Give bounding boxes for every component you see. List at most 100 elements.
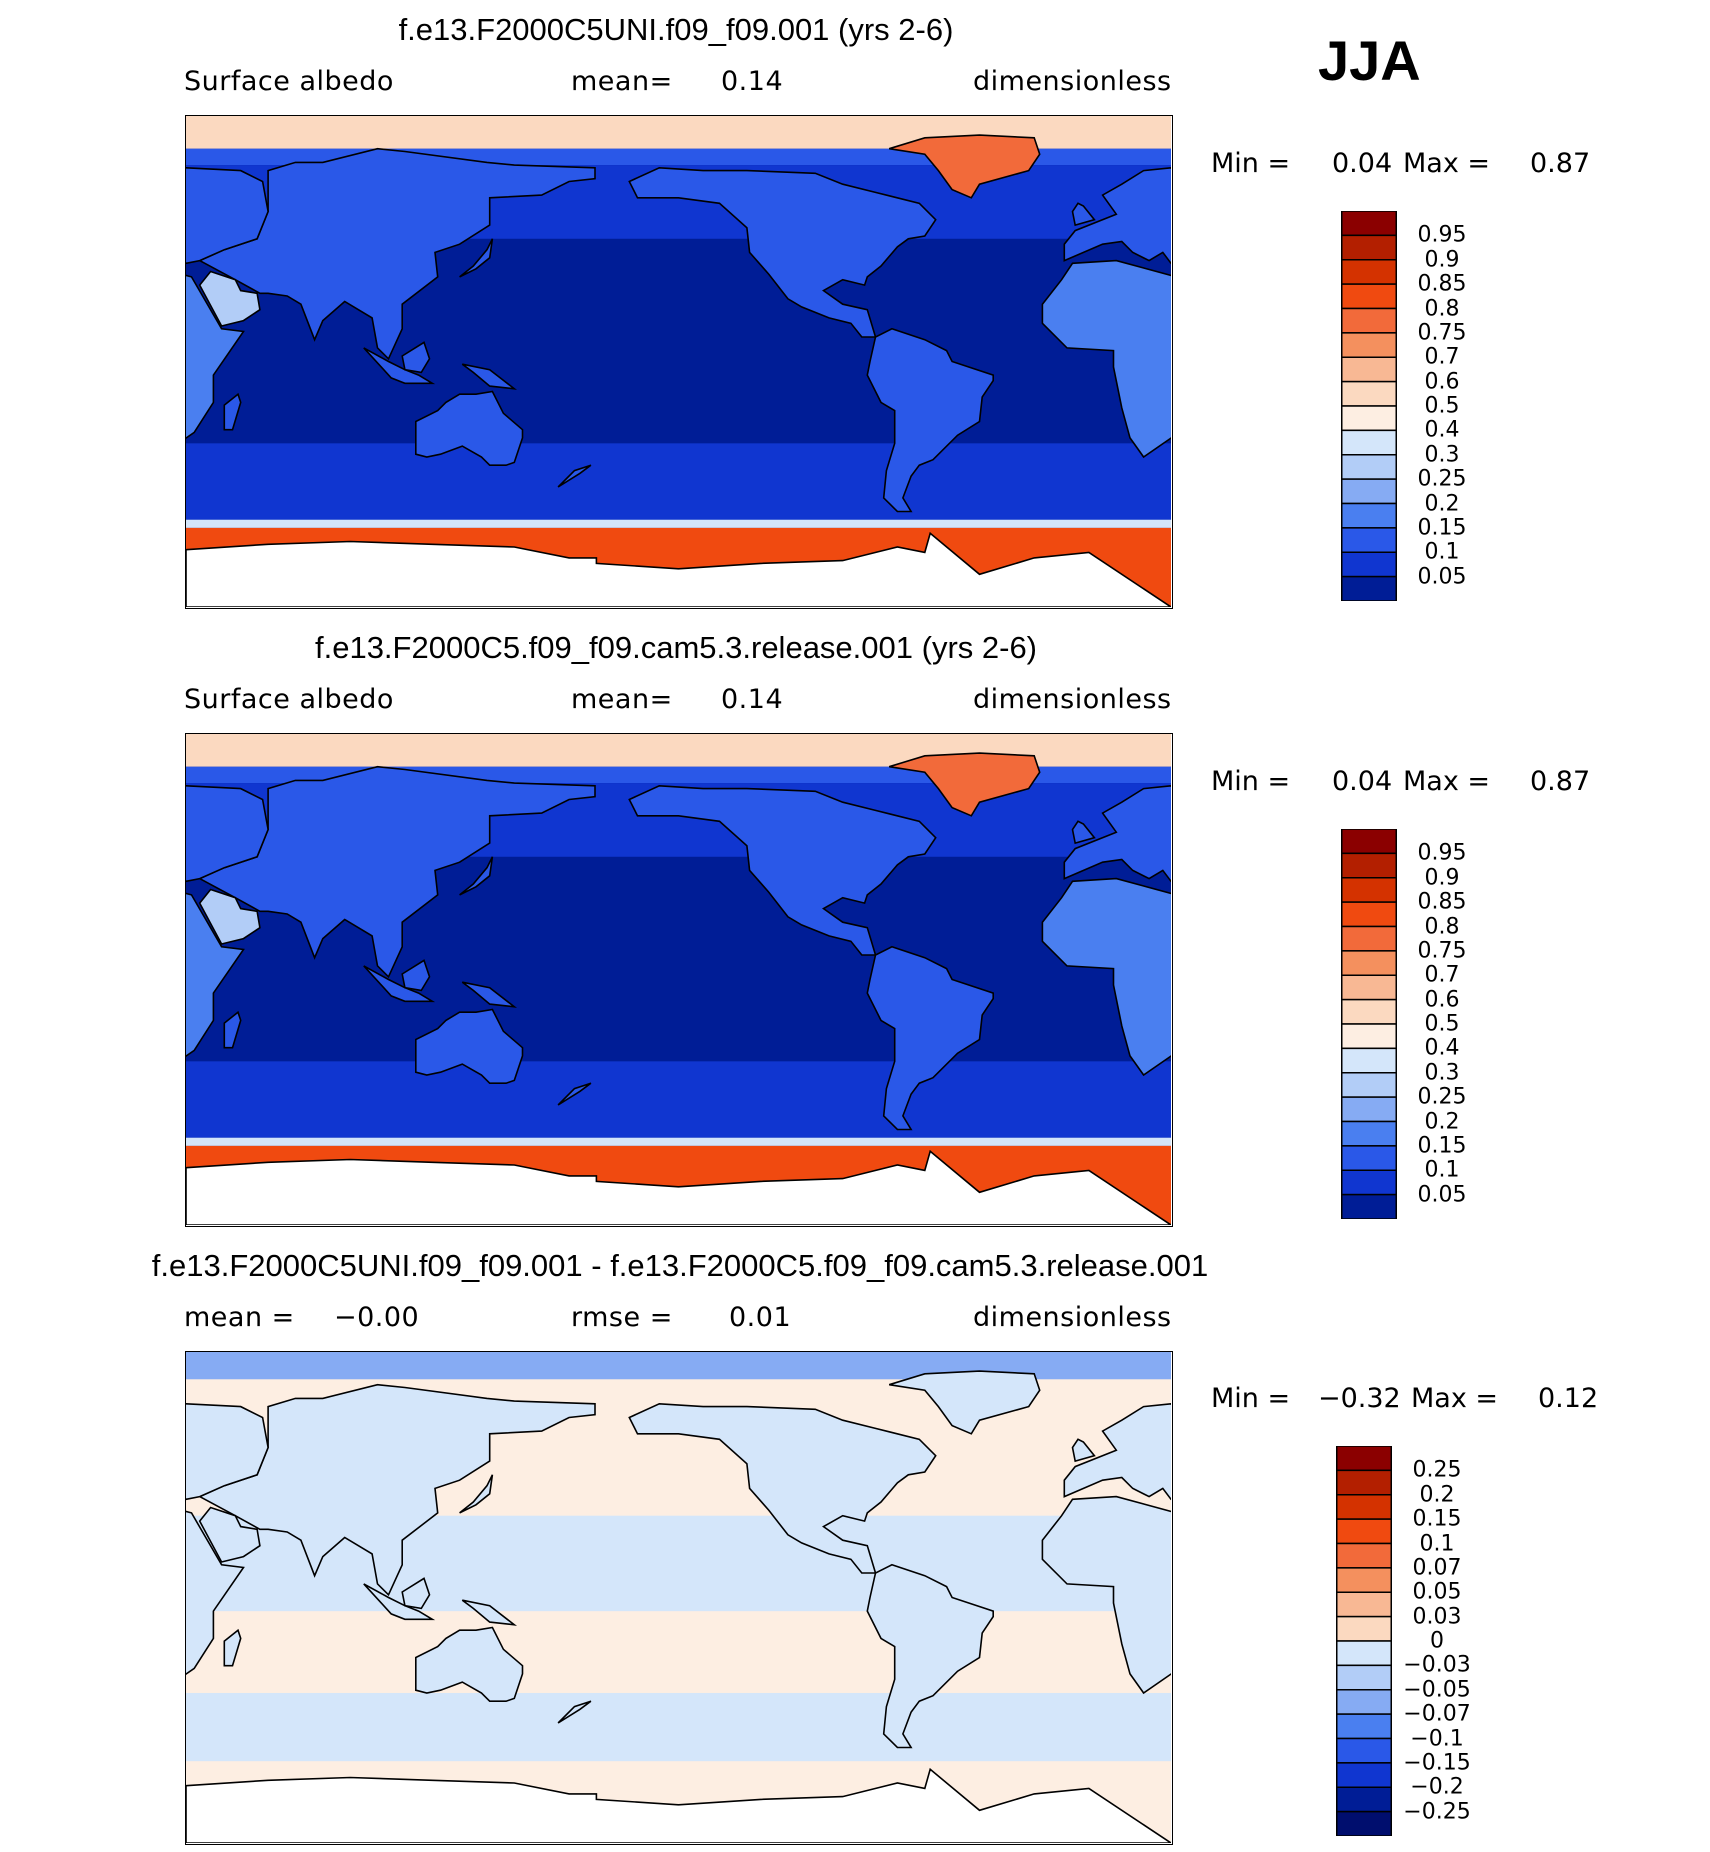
colorbar-swatch [1341,478,1397,505]
land-japan [459,1474,494,1514]
colorbar-swatch [1336,1664,1392,1691]
land-arabia [198,270,261,327]
colorbar-swatch [1336,1737,1392,1764]
colorbar-tick-label: 0.2 [1424,1109,1460,1134]
colorbar-tick-label: 0.3 [1424,442,1460,468]
colorbar-swatch [1341,527,1397,553]
panel3-mean-value: −0.00 [334,1302,420,1333]
land-nz [557,1082,592,1106]
land-uk [1071,202,1096,227]
land-nguinea [461,363,518,390]
colorbar-tick-label: 0.5 [1424,393,1460,419]
colorbar-tick-label: 0.1 [1424,1157,1460,1183]
panel1-mean-value: 0.14 [721,66,784,97]
colorbar-swatch [1341,950,1397,976]
panel1-title: f.e13.F2000C5UNI.f09_f09.001 (yrs 2-6) [398,12,954,47]
colorbar-swatch [1341,998,1397,1025]
land-samerica [866,1563,994,1749]
colorbar-svg [1341,829,1397,1219]
panel2-mean-label: mean= [571,684,673,715]
colorbar-swatch [1341,307,1397,334]
colorbar-swatch [1341,356,1397,383]
land-europe [1063,166,1171,265]
season-label: JJA [1318,29,1421,92]
panel1-colorbar: 0.95 0.9 0.85 0.8 0.75 0.7 0.6 0.5 0.4 0.3 0.25 0.2… [1341,211,1466,601]
land-madagascar [223,1628,242,1667]
panel3-rmse-label: rmse = [571,1302,673,1333]
land-australia [415,390,524,466]
land-europe [186,1402,269,1501]
colorbar-swatch [1341,283,1397,310]
colorbar-swatch [1336,1446,1392,1472]
land-arabia [198,1506,261,1563]
panel3-map [185,1351,1173,1845]
midlat-band-south [186,1061,1171,1138]
sea-ice-edge [186,1137,1171,1146]
panel1-map [185,115,1173,609]
colorbar-tick-label: 0.75 [1417,320,1467,346]
colorbar-swatch [1336,1713,1392,1740]
colorbar-tick-label: 0.5 [1424,1011,1460,1037]
land-nguinea [461,981,518,1008]
colorbar-tick-label: 0.15 [1417,515,1467,541]
panel1-units: dimensionless [973,66,1172,97]
midlat-band-south [186,443,1171,520]
panel3-mean-label: mean = [184,1302,295,1333]
colorbar-swatch [1341,429,1397,456]
colorbar-tick-label: 0.85 [1417,271,1467,297]
panel3-title: f.e13.F2000C5UNI.f09_f09.001 - f.e13.F20… [151,1248,1209,1283]
colorbar-swatch [1341,901,1397,928]
land-samerica [866,327,994,513]
colorbar-swatch [1341,551,1397,578]
colorbar-swatch [1341,1072,1397,1098]
panel2-min-label: Min = [1211,766,1291,797]
land-madagascar [223,1010,242,1049]
land-africa [186,1510,245,1676]
colorbar-swatch [1336,1640,1392,1667]
colorbar-swatch [1336,1567,1392,1593]
colorbar-swatch [1341,877,1397,903]
colorbar-tick-label: 0.6 [1424,369,1460,395]
land-nz [557,464,592,488]
panel1-max-value: 0.87 [1530,148,1591,179]
land-namerica [628,1402,937,1574]
panel2-min-value: 0.04 [1332,766,1393,797]
colorbar-swatch [1341,974,1397,1001]
colorbar-tick-label: 0.07 [1412,1555,1462,1581]
colorbar-swatch [1336,1689,1392,1715]
land-nguinea [461,1599,518,1626]
colorbar-tick-label: −0.2 [1410,1774,1464,1800]
colorbar-tick-label: 0.3 [1424,1060,1460,1086]
land-greenland [888,752,1041,817]
colorbar-swatch [1341,829,1397,855]
colorbar-tick-label: 0.95 [1417,840,1467,866]
colorbar-tick-label: 0.15 [1417,1133,1467,1159]
colorbar-tick-label: 0.2 [1424,491,1460,516]
land-antarctica [186,531,1171,607]
land-africa [1041,1495,1171,1695]
land-uk [1071,820,1096,845]
land-asia [197,1383,596,1597]
colorbar-tick-label: 0.7 [1424,962,1460,988]
land-africa [186,892,245,1058]
colorbar-swatch [1341,1145,1397,1171]
colorbar-swatch [1341,454,1397,480]
panel1-min-value: 0.04 [1332,148,1393,179]
panel2-max-label: Max = [1403,766,1491,797]
land-madagascar [223,392,242,431]
colorbar-tick-label: 0.6 [1424,987,1460,1013]
colorbar-swatch [1341,852,1397,879]
colorbar-swatch [1341,1023,1397,1050]
colorbar-tick-label: 0.03 [1412,1604,1462,1630]
land-africa [1041,259,1171,459]
colorbar-swatch [1341,1096,1397,1123]
colorbar-swatch [1341,502,1397,529]
colorbar-swatch [1336,1469,1392,1496]
colorbar-tick-label: 0.1 [1419,1531,1455,1556]
colorbar-swatch [1336,1518,1392,1545]
colorbar-swatch [1336,1810,1392,1836]
colorbar-swatch [1336,1591,1392,1618]
land-africa [1041,877,1171,1077]
land-europe [186,166,269,265]
colorbar-tick-label: 0.1 [1424,539,1460,565]
